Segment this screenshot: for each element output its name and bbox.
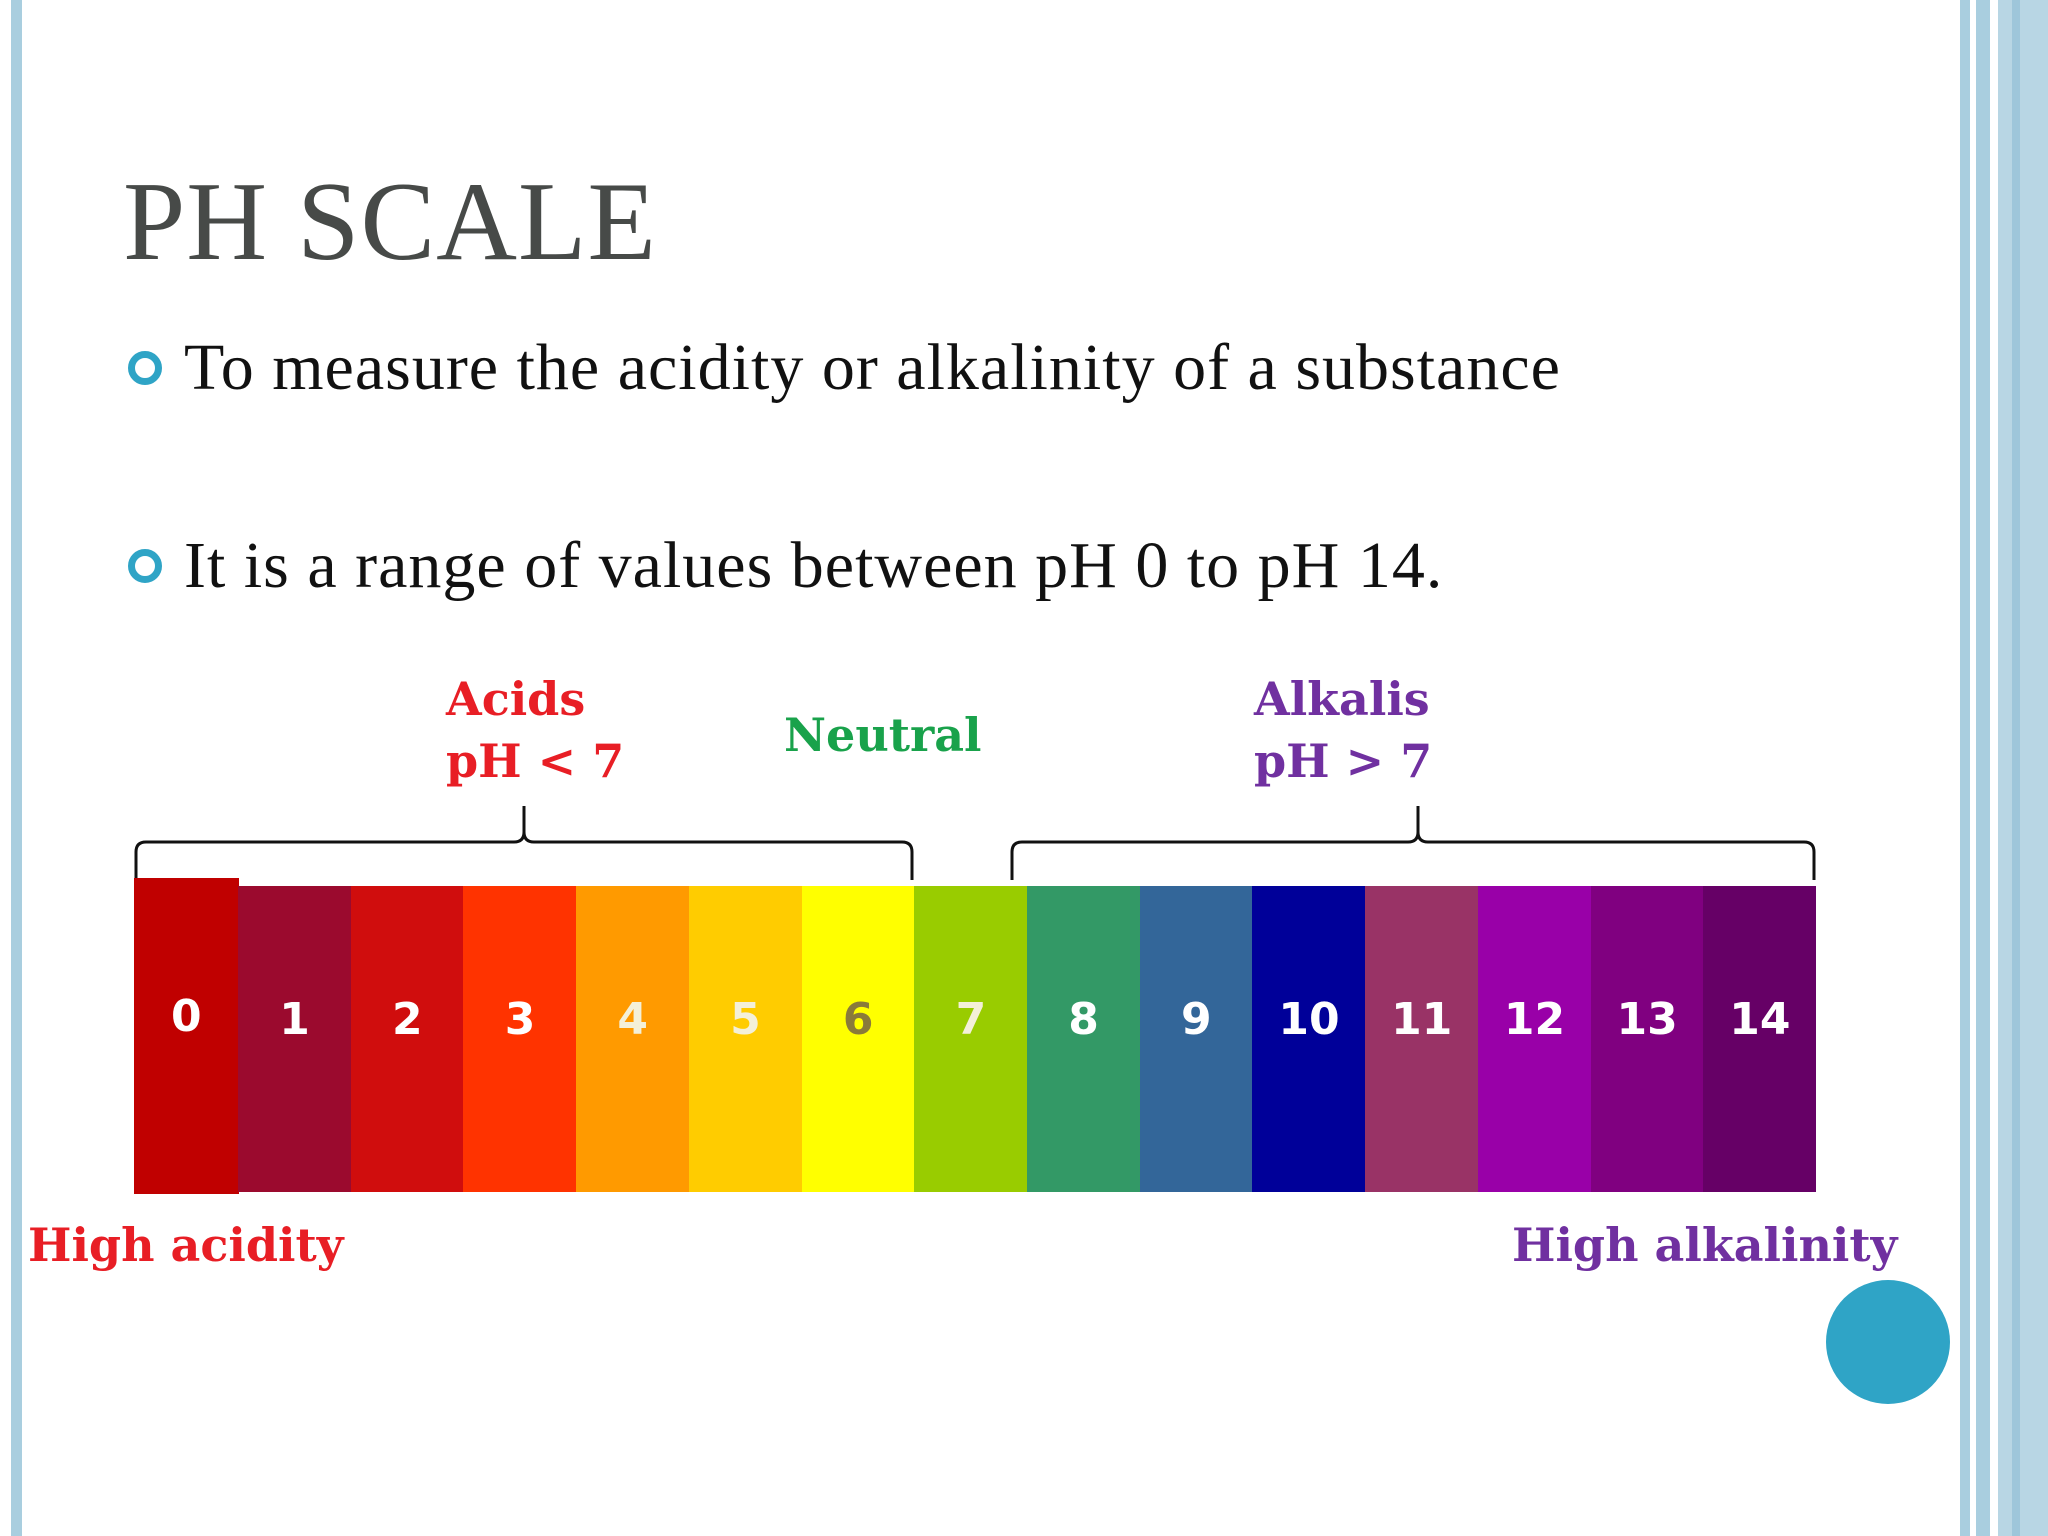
acids-label: Acids pH < 7 bbox=[446, 668, 624, 792]
ph-cell-11: 11 bbox=[1365, 886, 1479, 1192]
right-border bbox=[1956, 0, 2048, 1536]
ph-value-label: 10 bbox=[1278, 993, 1340, 1045]
bullet-item: To measure the acidity or alkalinity of … bbox=[128, 330, 1561, 406]
ph-cell-9: 9 bbox=[1139, 886, 1253, 1192]
ph-value-label: 8 bbox=[1068, 993, 1099, 1045]
ph-value-label: 2 bbox=[391, 993, 423, 1045]
ph-value-label: 4 bbox=[617, 993, 649, 1045]
high-acidity-label: High acidity bbox=[28, 1218, 344, 1272]
bullet-text: To measure the acidity or alkalinity of … bbox=[184, 331, 1561, 404]
acids-brace bbox=[134, 806, 914, 880]
ph-value-label: 5 bbox=[730, 993, 761, 1045]
decorative-circle bbox=[1826, 1280, 1950, 1404]
ph-cell-14: 14 bbox=[1703, 886, 1817, 1192]
ph-value-label: 6 bbox=[842, 993, 874, 1045]
ph-value-label: 11 bbox=[1391, 993, 1453, 1045]
ph-cell-1: 1 bbox=[238, 886, 352, 1192]
ph-value-label: 3 bbox=[504, 993, 536, 1045]
ph-value-label: 12 bbox=[1503, 993, 1566, 1045]
ph-value-label: 0 bbox=[170, 990, 202, 1042]
high-alkalinity-label: High alkalinity bbox=[1512, 1218, 1898, 1272]
neutral-label: Neutral bbox=[784, 708, 982, 762]
acids-range: pH < 7 bbox=[446, 734, 625, 788]
ph-cell-7: 7 bbox=[914, 886, 1028, 1192]
alkalis-label: Alkalis pH > 7 bbox=[1254, 668, 1432, 792]
ph-cell-4: 4 bbox=[576, 886, 690, 1192]
slide-title: PH SCALE bbox=[123, 160, 657, 284]
left-border bbox=[0, 0, 24, 1536]
ph-cell-0: 0 bbox=[134, 878, 239, 1194]
ph-cell-6: 6 bbox=[801, 886, 915, 1192]
bullet-text: It is a range of values between pH 0 to … bbox=[184, 529, 1444, 602]
ph-cell-13: 13 bbox=[1590, 886, 1704, 1192]
ph-cell-12: 12 bbox=[1477, 886, 1592, 1192]
ph-value-label: 7 bbox=[955, 993, 987, 1045]
bullet-circle-icon bbox=[128, 351, 162, 385]
ph-cell-5: 5 bbox=[688, 886, 803, 1192]
alkalis-range: pH > 7 bbox=[1254, 734, 1433, 788]
bullet-circle-icon bbox=[128, 549, 162, 583]
ph-cell-3: 3 bbox=[463, 886, 577, 1192]
ph-color-scale: 0 1 2 3 4 5 6 7 8 9 10 11 12 13 14 bbox=[134, 878, 1817, 1194]
alkalis-brace bbox=[1010, 806, 1816, 880]
acids-title: Acids bbox=[446, 672, 586, 726]
ph-cell-10: 10 bbox=[1252, 886, 1366, 1192]
ph-value-label: 1 bbox=[279, 993, 310, 1045]
ph-cell-2: 2 bbox=[350, 886, 464, 1192]
ph-value-label: 9 bbox=[1180, 993, 1212, 1045]
ph-cell-8: 8 bbox=[1027, 886, 1141, 1192]
alkalis-title: Alkalis bbox=[1254, 672, 1430, 726]
ph-value-label: 14 bbox=[1729, 993, 1791, 1045]
ph-value-label: 13 bbox=[1616, 993, 1678, 1045]
bullet-item: It is a range of values between pH 0 to … bbox=[128, 528, 1443, 604]
